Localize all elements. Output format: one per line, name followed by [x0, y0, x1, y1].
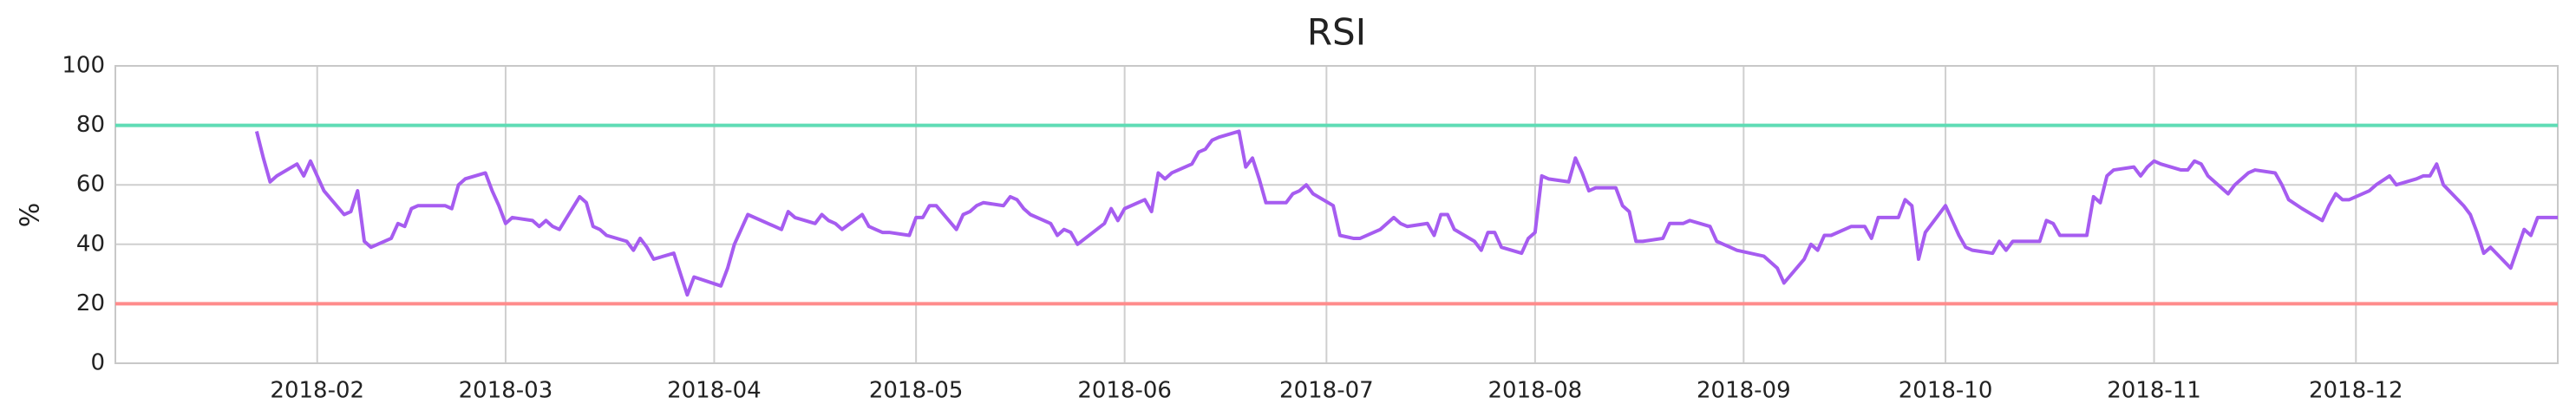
- y-axis-label: %: [16, 203, 46, 228]
- x-tick-label: 2018-10: [1899, 378, 1993, 404]
- x-tick-label: 2018-09: [1697, 378, 1791, 404]
- x-tick-label: 2018-04: [667, 378, 762, 404]
- y-tick-label: 60: [76, 172, 105, 198]
- x-tick-label: 2018-03: [459, 378, 553, 404]
- y-tick-label: 100: [62, 53, 105, 79]
- x-tick-label: 2018-06: [1077, 378, 1172, 404]
- y-tick-label: 0: [90, 350, 105, 376]
- rsi-line: [254, 129, 2558, 297]
- chart-title: RSI: [1307, 11, 1366, 54]
- y-tick-label: 40: [76, 231, 105, 257]
- y-tick-label: 80: [76, 112, 105, 138]
- x-tick-label: 2018-11: [2107, 378, 2201, 404]
- y-tick-label: 20: [76, 290, 105, 316]
- x-tick-label: 2018-07: [1279, 378, 1374, 404]
- x-tick-label: 2018-05: [869, 378, 964, 404]
- x-tick-label: 2018-12: [2309, 378, 2403, 404]
- x-tick-label: 2018-08: [1488, 378, 1583, 404]
- plot-frame: [114, 65, 2559, 364]
- x-tick-label: 2018-02: [270, 378, 364, 404]
